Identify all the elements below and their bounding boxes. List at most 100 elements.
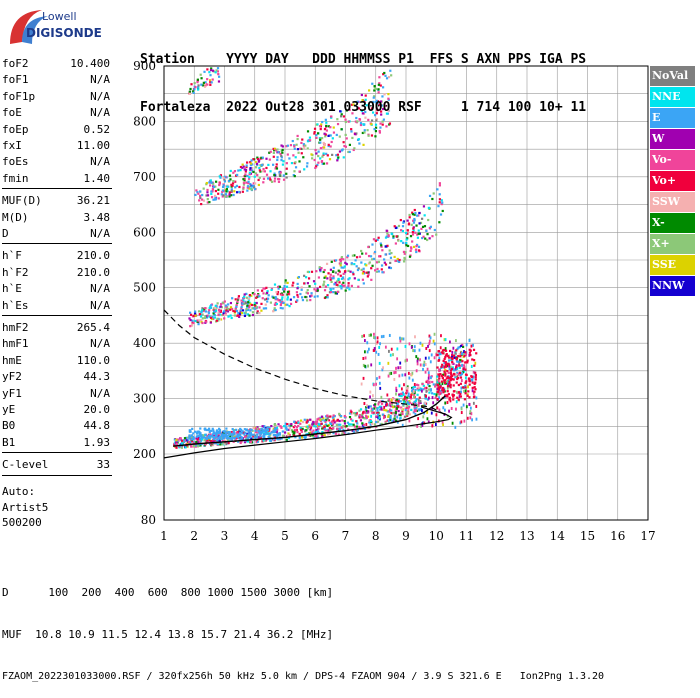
echo-point bbox=[259, 164, 262, 167]
echo-point bbox=[311, 157, 314, 160]
echo-point bbox=[395, 398, 399, 401]
echo-point bbox=[175, 442, 179, 446]
echo-point bbox=[402, 398, 405, 401]
echo-point bbox=[234, 298, 237, 301]
echo-point bbox=[332, 131, 336, 134]
echo-point bbox=[286, 144, 289, 147]
echo-point bbox=[223, 175, 226, 179]
echo-point bbox=[421, 383, 424, 386]
echo-point bbox=[419, 399, 422, 403]
echo-point bbox=[255, 441, 258, 444]
param-md: M(D) 3.48 bbox=[2, 210, 110, 226]
echo-point bbox=[358, 414, 361, 417]
echo-point bbox=[417, 384, 420, 387]
echo-point bbox=[301, 296, 304, 299]
echo-point bbox=[255, 301, 258, 305]
echo-point bbox=[390, 412, 393, 415]
param-value: 1.93 bbox=[83, 435, 111, 449]
echo-point bbox=[226, 439, 230, 442]
echo-point bbox=[353, 262, 356, 266]
echo-point bbox=[242, 186, 245, 189]
echo-point bbox=[413, 400, 416, 404]
echo-point bbox=[251, 166, 254, 170]
echo-point bbox=[315, 165, 318, 168]
echo-point bbox=[387, 374, 390, 378]
echo-point bbox=[408, 400, 411, 403]
echo-point bbox=[330, 116, 333, 119]
echo-point bbox=[194, 314, 197, 317]
echo-point bbox=[451, 360, 454, 364]
echo-point bbox=[188, 317, 191, 320]
echo-point bbox=[309, 295, 312, 298]
echo-point bbox=[205, 194, 208, 197]
echo-point bbox=[368, 261, 371, 264]
echo-point bbox=[200, 77, 203, 80]
echo-point bbox=[264, 303, 267, 306]
echo-point bbox=[204, 307, 207, 310]
echo-point bbox=[190, 83, 193, 86]
echo-point bbox=[416, 357, 419, 361]
echo-point bbox=[363, 427, 367, 431]
echo-point bbox=[274, 308, 277, 312]
echo-point bbox=[452, 390, 456, 393]
echo-point bbox=[316, 295, 319, 298]
echo-point bbox=[273, 309, 276, 312]
echo-point bbox=[332, 275, 335, 278]
echo-point bbox=[343, 416, 347, 419]
echo-point bbox=[408, 342, 411, 346]
echo-point bbox=[376, 415, 379, 418]
echo-point bbox=[323, 434, 326, 437]
echo-point bbox=[329, 278, 332, 281]
echo-point bbox=[201, 198, 204, 201]
echo-point bbox=[200, 309, 204, 312]
param-yf2: yF2 44.3 bbox=[2, 369, 110, 385]
echo-point bbox=[442, 406, 445, 410]
echo-point bbox=[217, 192, 220, 195]
echo-point bbox=[256, 440, 260, 443]
echo-point bbox=[438, 392, 441, 396]
echo-point bbox=[374, 403, 377, 406]
param-separator bbox=[2, 243, 112, 245]
echo-point bbox=[375, 382, 377, 386]
echo-point bbox=[240, 440, 243, 443]
echo-point bbox=[241, 437, 244, 440]
echo-point bbox=[387, 75, 391, 79]
echo-point bbox=[291, 284, 294, 287]
echo-point bbox=[248, 187, 251, 190]
echo-point bbox=[198, 441, 201, 444]
echo-point bbox=[196, 441, 199, 444]
echo-point bbox=[266, 297, 270, 300]
echo-point bbox=[326, 284, 330, 287]
echo-point bbox=[453, 356, 456, 359]
echo-point bbox=[329, 126, 332, 129]
echo-point bbox=[388, 333, 391, 337]
echo-point bbox=[199, 73, 202, 76]
echo-point bbox=[404, 409, 407, 412]
echo-point bbox=[322, 141, 325, 145]
echo-point bbox=[197, 434, 200, 438]
echo-point bbox=[448, 364, 450, 368]
echo-point bbox=[464, 384, 466, 388]
echo-point bbox=[385, 403, 387, 407]
echo-point bbox=[444, 349, 448, 352]
echo-point bbox=[413, 403, 417, 406]
echo-point bbox=[283, 285, 286, 288]
param-value: 33 bbox=[96, 458, 110, 472]
param-fof2: foF2 10.400 bbox=[2, 56, 110, 72]
echo-point bbox=[246, 313, 250, 316]
echo-point bbox=[266, 290, 269, 293]
echo-point bbox=[336, 153, 340, 156]
echo-point bbox=[189, 325, 192, 328]
echo-point bbox=[308, 425, 311, 428]
echo-point bbox=[361, 252, 364, 255]
echo-point bbox=[285, 167, 288, 170]
echo-point bbox=[316, 289, 319, 292]
echo-point bbox=[361, 272, 364, 275]
echo-point bbox=[378, 129, 381, 133]
echo-point bbox=[392, 406, 395, 409]
echo-point bbox=[217, 197, 220, 200]
echo-point bbox=[227, 434, 231, 437]
echo-point bbox=[337, 278, 340, 281]
echo-point bbox=[318, 424, 321, 427]
echo-point bbox=[365, 104, 368, 107]
